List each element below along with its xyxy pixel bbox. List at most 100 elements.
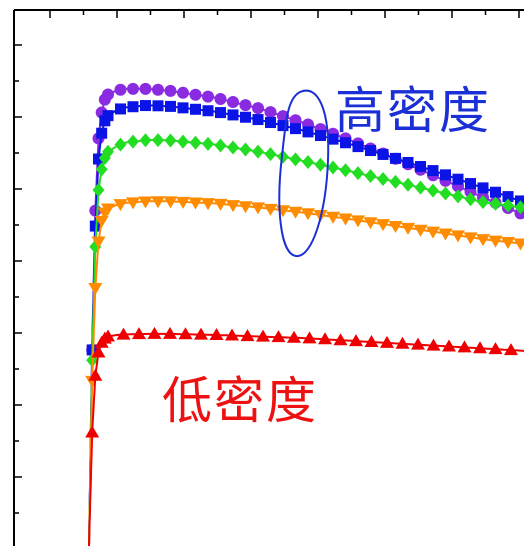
- data-point: [177, 134, 189, 149]
- data-point: [426, 226, 440, 239]
- data-point: [91, 236, 106, 249]
- data-point: [264, 106, 277, 119]
- data-point: [464, 192, 477, 207]
- data-point: [102, 88, 114, 101]
- data-point: [452, 189, 464, 204]
- data-point: [439, 186, 452, 201]
- data-point: [333, 333, 348, 346]
- data-point: [239, 142, 252, 157]
- data-point: [163, 196, 178, 209]
- data-point: [95, 162, 108, 177]
- data-point: [101, 203, 115, 216]
- data-point: [376, 219, 390, 232]
- series-4: [85, 326, 524, 546]
- data-point: [189, 88, 202, 101]
- data-point: [265, 117, 276, 129]
- data-point: [318, 332, 332, 345]
- axes: [13, 9, 524, 546]
- data-point: [490, 186, 501, 198]
- series-layer: [85, 82, 524, 546]
- data-point: [427, 165, 439, 177]
- data-point: [214, 93, 227, 106]
- data-point: [465, 178, 476, 190]
- data-point: [488, 235, 503, 248]
- data-point: [194, 327, 208, 340]
- data-point: [302, 331, 317, 344]
- data-point: [213, 198, 228, 211]
- data-point: [227, 140, 239, 155]
- annotation-high-density: 高密度: [335, 82, 491, 140]
- data-point: [114, 83, 127, 96]
- data-point: [477, 195, 489, 210]
- data-point: [88, 283, 103, 295]
- data-point: [252, 144, 264, 159]
- data-point: [413, 224, 428, 237]
- data-point: [301, 208, 315, 221]
- data-point: [415, 161, 426, 173]
- series-line: [88, 332, 524, 546]
- data-point: [314, 157, 327, 172]
- data-point: [271, 330, 286, 343]
- data-point: [126, 197, 140, 210]
- data-point: [226, 200, 240, 213]
- data-point: [264, 147, 277, 162]
- series-0: [86, 82, 524, 546]
- data-point: [473, 341, 487, 354]
- data-point: [502, 198, 514, 213]
- data-point: [89, 220, 101, 232]
- data-point: [401, 222, 415, 235]
- data-point: [214, 138, 227, 153]
- data-point: [202, 90, 214, 103]
- data-point: [202, 136, 214, 151]
- data-point: [388, 221, 403, 234]
- data-point: [163, 326, 177, 339]
- annotation-low-density: 低密度: [162, 372, 318, 430]
- data-point: [380, 335, 394, 348]
- data-point: [209, 328, 224, 341]
- data-point: [488, 342, 503, 355]
- annotation-layer: 高密度 低密度: [162, 82, 491, 430]
- series-line: [88, 104, 524, 546]
- data-point: [127, 134, 139, 149]
- data-point: [239, 99, 252, 112]
- data-point: [88, 368, 103, 381]
- data-point: [427, 183, 439, 198]
- data-point: [338, 213, 353, 226]
- data-point: [102, 110, 114, 122]
- data-point: [352, 141, 364, 153]
- data-point: [164, 133, 177, 148]
- data-point: [440, 169, 451, 181]
- data-point: [302, 126, 314, 138]
- data-point: [127, 101, 139, 113]
- data-point: [189, 135, 202, 150]
- data-point: [164, 84, 177, 97]
- data-point: [165, 100, 176, 112]
- data-point: [263, 203, 278, 216]
- data-point: [411, 337, 425, 350]
- data-point: [287, 330, 301, 343]
- data-point: [85, 425, 100, 438]
- data-point: [363, 217, 378, 230]
- data-point: [147, 326, 162, 339]
- data-point: [277, 120, 289, 132]
- series-1: [86, 100, 524, 546]
- data-point: [349, 334, 363, 347]
- data-point: [426, 338, 441, 351]
- data-point: [252, 102, 264, 115]
- data-point: [326, 211, 340, 224]
- data-point: [513, 238, 524, 251]
- data-point: [132, 327, 146, 340]
- data-point: [514, 200, 524, 215]
- data-point: [93, 153, 104, 165]
- highlight-ellipse: [278, 89, 330, 257]
- data-point: [178, 327, 193, 340]
- data-point: [501, 237, 515, 250]
- data-point: [139, 133, 152, 148]
- data-point: [116, 327, 131, 340]
- data-point: [502, 191, 514, 203]
- data-point: [151, 196, 165, 209]
- series-2: [86, 133, 524, 546]
- data-point: [364, 169, 377, 184]
- data-point: [395, 336, 410, 349]
- data-point: [402, 156, 414, 168]
